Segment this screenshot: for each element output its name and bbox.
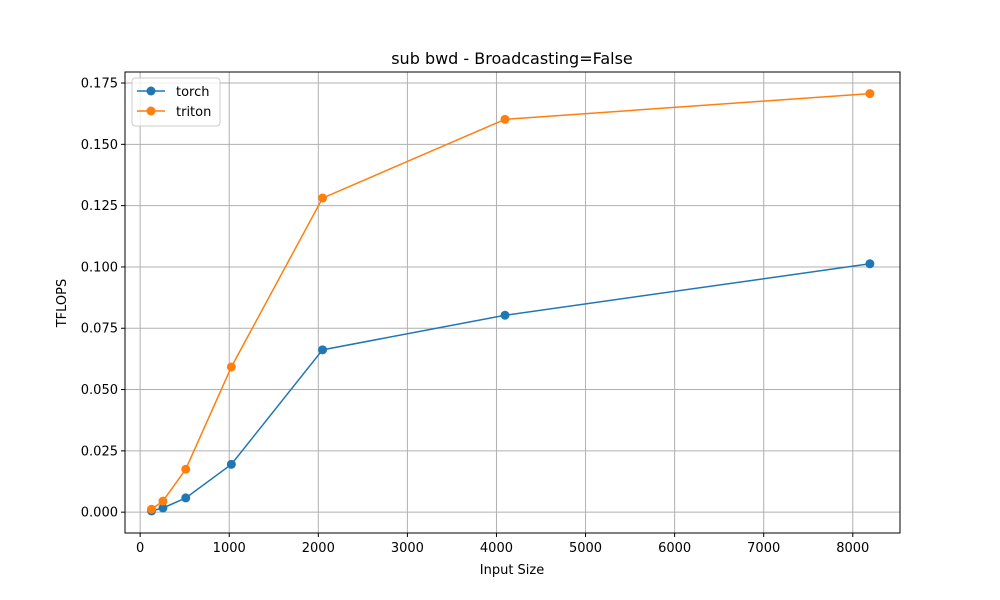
y-tick-label: 0.100 [81, 260, 118, 275]
y-tick-label: 0.150 [81, 138, 118, 153]
series-torch [147, 259, 875, 516]
triton-data-point [865, 89, 875, 99]
x-tick-label: 5000 [569, 541, 602, 556]
y-tick-label: 0.000 [81, 506, 118, 521]
plot-area-frame [124, 71, 901, 534]
chart-title: sub bwd - Broadcasting=False [391, 49, 633, 68]
triton-data-point [500, 114, 510, 124]
y-tick-label: 0.075 [81, 322, 118, 337]
x-axis-ticks: 0 1000 2000 3000 4000 5000 6000 7000 8000 [136, 533, 869, 556]
y-tick-label: 0.050 [81, 383, 118, 398]
torch-data-point [865, 259, 875, 269]
legend-label-torch: torch [176, 85, 210, 100]
legend-label-triton: triton [176, 105, 211, 120]
triton-data-point [318, 193, 328, 203]
legend-marker-triton [146, 106, 156, 116]
torch-data-point [226, 459, 236, 469]
triton-data-point [181, 464, 191, 474]
x-tick-label: 7000 [747, 541, 780, 556]
x-tick-label: 2000 [302, 541, 335, 556]
x-tick-label: 0 [136, 541, 144, 556]
torch-data-point [500, 310, 510, 320]
triton-data-point [158, 496, 168, 506]
triton-data-point [226, 362, 236, 372]
series-triton [147, 89, 875, 514]
torch-data-point [181, 493, 191, 503]
y-tick-label: 0.025 [81, 444, 118, 459]
torch-data-point [318, 345, 328, 355]
x-tick-label: 8000 [836, 541, 869, 556]
x-tick-label: 1000 [213, 541, 246, 556]
series-group [147, 89, 875, 516]
x-axis-label: Input Size [480, 563, 544, 578]
torch-series-line [151, 263, 870, 512]
triton-series-line [151, 92, 870, 510]
y-axis-label: TFLOPS [55, 279, 70, 329]
triton-data-point [147, 504, 157, 514]
legend: torch triton [131, 77, 221, 127]
x-tick-label: 6000 [658, 541, 691, 556]
torch-data-point [158, 503, 168, 513]
x-tick-label: 3000 [391, 541, 424, 556]
y-tick-label: 0.125 [81, 199, 118, 214]
grid [125, 72, 900, 533]
x-tick-label: 4000 [480, 541, 513, 556]
y-axis-ticks: 0.000 0.025 0.050 0.075 0.100 0.125 0.150 0.175 [81, 77, 125, 521]
legend-marker-torch [146, 86, 156, 96]
y-tick-label: 0.175 [81, 77, 118, 92]
